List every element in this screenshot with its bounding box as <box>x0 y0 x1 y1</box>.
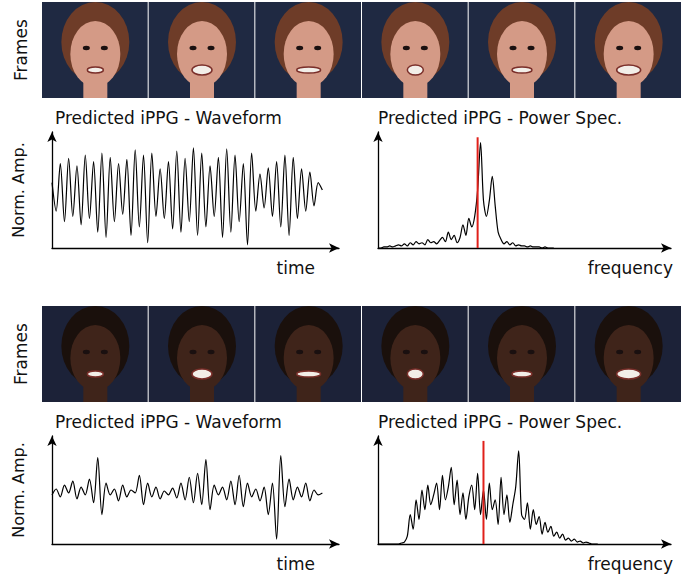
svg-text:Norm. Amp.: Norm. Amp. <box>9 142 28 238</box>
html-text:Frames: Frames <box>10 323 30 385</box>
svg-text:frequency: frequency <box>588 258 673 278</box>
svg-text:Predicted iPPG - Waveform: Predicted iPPG - Waveform <box>55 108 282 128</box>
svg-text:frequency: frequency <box>588 554 673 574</box>
svg-text:Predicted iPPG - Power Spec.: Predicted iPPG - Power Spec. <box>378 108 622 128</box>
svg-text:Predicted iPPG - Power Spec.: Predicted iPPG - Power Spec. <box>378 412 622 432</box>
svg-text:Predicted iPPG - Waveform: Predicted iPPG - Waveform <box>55 412 282 432</box>
svg-text:Norm. Amp.: Norm. Amp. <box>9 442 28 538</box>
html-text:Frames: Frames <box>10 19 30 81</box>
svg-text:time: time <box>277 258 315 278</box>
svg-text:time: time <box>277 554 315 574</box>
